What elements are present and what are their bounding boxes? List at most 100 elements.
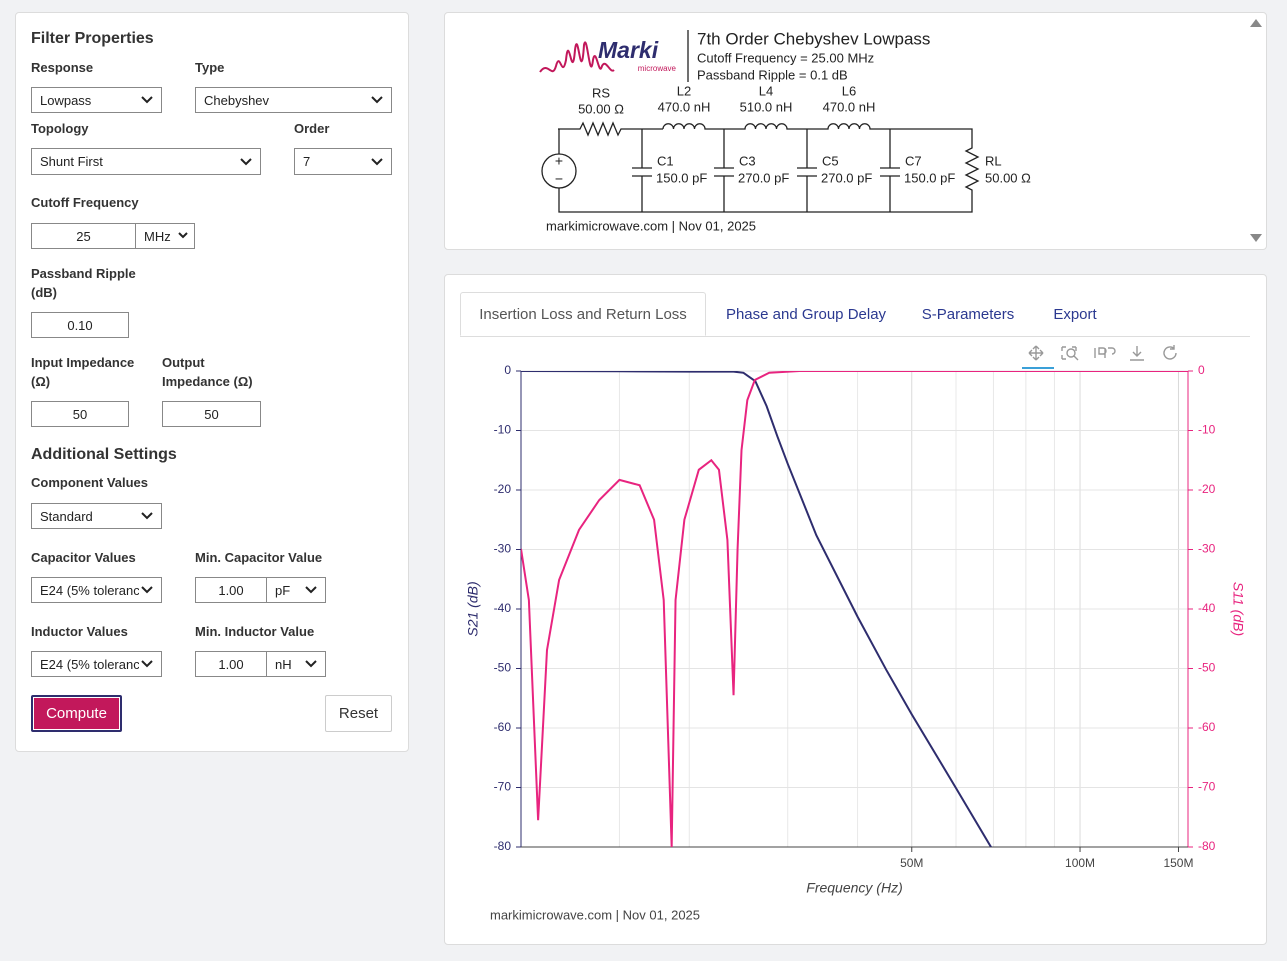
y2-tick-label: -80 (1198, 839, 1216, 853)
label: Capacitor Values (31, 550, 136, 565)
schematic-panel (444, 12, 1267, 250)
min-inductor[interactable]: 1.00 (195, 651, 267, 677)
tab[interactable]: Phase and Group Delay (725, 305, 887, 323)
order-select[interactable]: 7 (294, 148, 392, 175)
schematic-text: 510.0 nH (740, 99, 793, 114)
wire-rs (558, 121, 663, 137)
y-tick-label: -60 (494, 720, 512, 734)
label: Response (31, 60, 94, 75)
schematic-text: C7 (905, 153, 922, 168)
schematic-text: 270.0 pF (738, 170, 789, 185)
select-value: 7 (303, 154, 311, 169)
response-select[interactable]: Lowpass (31, 87, 162, 113)
y2-tick-label: -40 (1198, 601, 1216, 615)
y-axis-title: S21 (dB) (465, 581, 481, 636)
reset-button[interactable]: Reset (325, 695, 392, 732)
x-tick-label: 50M (900, 856, 923, 870)
schematic-text: L6 (842, 83, 856, 98)
y2-tick-label: -30 (1198, 542, 1216, 556)
input-impedance[interactable]: 50 (31, 401, 129, 427)
schematic-text: 150.0 pF (904, 170, 955, 185)
schematic-text: Cutoff Frequency = 25.00 MHz (697, 50, 874, 65)
tab-active[interactable]: Insertion Loss and Return Loss (460, 292, 706, 336)
schematic-text: RS (592, 85, 610, 100)
schematic-text: 150.0 pF (656, 170, 707, 185)
chevron (371, 96, 383, 104)
chart: 0 -10 -20 -30 -40 -50 -60 -70 -80 0 -10 -20 -30 -40 -5… (465, 363, 1247, 922)
chevron (141, 512, 153, 520)
tab[interactable]: S-Parameters (921, 305, 1015, 323)
label: Passband Ripple (dB) (31, 266, 136, 300)
x-tick-label: 100M (1065, 856, 1095, 870)
component-select[interactable]: Standard (31, 503, 162, 529)
schematic-text: Passband Ripple = 0.1 dB (697, 67, 848, 82)
select-value: MHz (144, 228, 171, 244)
scroll-up[interactable] (1250, 19, 1262, 27)
select-value: Chebyshev (204, 92, 270, 108)
y-tick-label: -50 (494, 661, 512, 675)
filter-panel (15, 12, 409, 752)
label: Component Values (31, 475, 149, 490)
schematic-text: 50.00 Ω (985, 170, 1031, 185)
download-icon[interactable] (1130, 346, 1144, 361)
y-tick-label: 0 (504, 363, 511, 377)
schematic-text: C3 (739, 153, 756, 168)
schematic-text: RL (985, 153, 1002, 168)
scroll-down[interactable] (1250, 234, 1262, 242)
y2-tick-label: -50 (1198, 661, 1216, 675)
input-value: 0.10 (67, 317, 93, 333)
chevron (305, 586, 317, 594)
capacitors (632, 129, 900, 212)
y-tick-label: -30 (494, 542, 512, 556)
x-axis-title: Frequency (Hz) (806, 880, 902, 896)
input-value: 50 (204, 406, 219, 422)
schematic-text: 50.00 Ω (578, 101, 624, 116)
topology-select[interactable]: Shunt First (31, 148, 261, 175)
min-capacitor[interactable]: 1.00 (195, 577, 267, 603)
input-value: 25 (76, 228, 91, 244)
schematic-text: 270.0 pF (821, 170, 872, 185)
input-value: 50 (72, 406, 88, 422)
schematic-text: markimicrowave.com | Nov 01, 2025 (546, 218, 756, 233)
input-value: 1.00 (218, 656, 244, 672)
y-tick-label: -40 (494, 601, 512, 615)
unit-select[interactable]: pF (266, 577, 326, 603)
label: Order (294, 121, 330, 136)
label: Inductor Values (31, 624, 128, 639)
label: Type (195, 60, 225, 75)
tab-rule (460, 336, 1250, 337)
cutoff-input[interactable]: 25 (31, 223, 136, 249)
toolbar (1022, 345, 1177, 369)
schematic-text: 470.0 nH (823, 99, 876, 114)
y2-tick-label: -70 (1198, 780, 1216, 794)
chevron (240, 157, 252, 165)
chevron (178, 232, 188, 239)
type-select[interactable]: Chebyshev (195, 87, 392, 113)
ripple-input[interactable]: 0.10 (31, 312, 129, 338)
y-tick-label: -10 (494, 423, 512, 437)
tab[interactable]: Export (1053, 305, 1097, 323)
schematic-text: C5 (822, 153, 839, 168)
compute-button[interactable]: Compute (31, 695, 122, 732)
source (541, 153, 577, 189)
wires (558, 123, 980, 213)
zoom-icon[interactable] (1061, 346, 1079, 361)
select-icon[interactable] (1094, 347, 1116, 358)
schematic-text: Marki (598, 37, 659, 63)
y2-tick-label: -60 (1198, 720, 1216, 734)
output-impedance[interactable]: 50 (162, 401, 261, 427)
series-line (521, 371, 1188, 847)
capacitor-select[interactable]: E24 (5% tolerance) (31, 577, 162, 603)
label: Topology (31, 121, 89, 136)
unit-select[interactable]: MHz (135, 223, 195, 249)
label: Min. Capacitor Value (195, 550, 323, 565)
pan-icon[interactable] (1028, 345, 1044, 361)
input-value: 1.00 (218, 582, 244, 598)
y2-axis-title: S11 (dB) (1230, 582, 1246, 636)
chevron (305, 660, 317, 668)
inductor-select[interactable]: E24 (5% tolerance) (31, 651, 162, 677)
unit-select[interactable]: nH (266, 651, 326, 677)
reset-icon[interactable] (1163, 345, 1177, 360)
